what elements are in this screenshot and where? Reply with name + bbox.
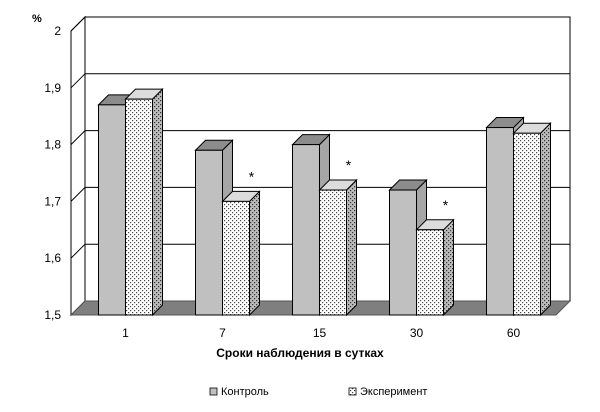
x-axis-title: Сроки наблюдения в сутках: [216, 346, 384, 360]
bar-front: [486, 127, 514, 316]
side-wall: [70, 15, 86, 317]
legend-label-experiment: Эксперимент: [360, 386, 427, 398]
y-tick-label: 1,7: [44, 194, 61, 208]
y-tick-label: 1,9: [44, 81, 61, 95]
gridline-side: [70, 16, 86, 32]
bar-front: [222, 200, 250, 316]
legend-swatch-control: [209, 387, 218, 396]
bars: [97, 87, 552, 317]
bar-experiment: [221, 190, 261, 317]
gridline-side: [70, 243, 86, 259]
legend: Контроль Эксперимент: [209, 386, 427, 398]
bar-front: [195, 149, 223, 316]
bar-front: [319, 189, 347, 316]
bar-front: [389, 189, 417, 316]
bar-side: [346, 178, 357, 317]
gridline-side: [70, 187, 86, 202]
bar-front: [292, 144, 320, 316]
y-tick-label: 2: [54, 24, 61, 38]
legend-label-control: Контроль: [221, 386, 269, 398]
bar-side: [540, 122, 551, 317]
bar-side: [152, 87, 163, 317]
bar-front: [98, 104, 126, 316]
bar-experiment: [512, 122, 552, 317]
gridline-side: [70, 130, 86, 145]
y-tick-label: 1,5: [44, 308, 61, 322]
x-tick-label: 60: [507, 326, 521, 340]
bar-front: [125, 98, 153, 316]
y-tick-label: 1,6: [44, 251, 61, 265]
x-tick-label: 15: [313, 326, 327, 340]
x-tick-label: 30: [410, 326, 424, 340]
bar-experiment: [318, 178, 358, 317]
bar-side: [443, 218, 454, 317]
significance-mark: *: [249, 168, 255, 184]
bar-front: [513, 132, 541, 316]
legend-swatch-experiment: [348, 387, 357, 396]
x-tick-label: 1: [122, 326, 129, 340]
significance-mark: *: [346, 157, 352, 173]
bar-experiment: [415, 218, 455, 317]
bar-front: [416, 229, 444, 316]
unit-label: %: [32, 13, 42, 25]
labels: % Сроки наблюдения в сутках 1,5 1,6 1,7 1,8…: [32, 13, 520, 360]
bar-experiment: [124, 87, 164, 317]
y-tick-label: 1,8: [44, 138, 61, 152]
x-tick-label: 7: [219, 326, 226, 340]
bar-side: [249, 190, 260, 317]
gridline-side: [70, 73, 86, 89]
significance-mark: *: [443, 197, 449, 213]
